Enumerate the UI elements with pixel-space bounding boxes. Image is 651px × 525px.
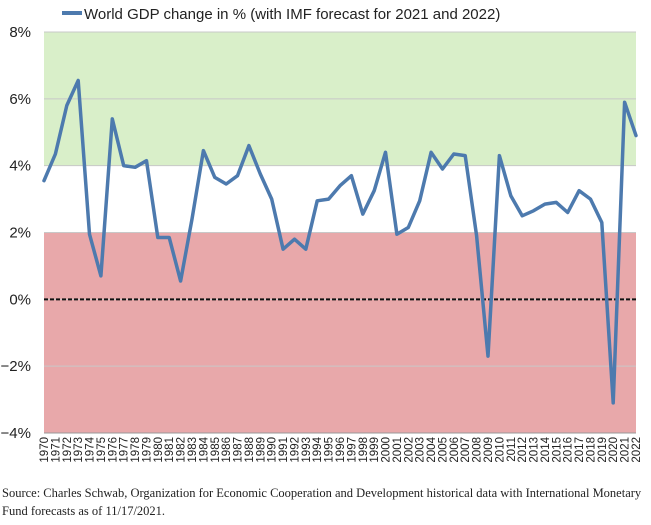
x-tick-label: 2019 [597,437,609,463]
x-tick-label: 2014 [540,436,552,462]
x-tick-label: 2001 [392,437,404,463]
x-tick-label: 1994 [312,436,324,462]
x-tick-label: 1983 [187,437,199,463]
x-tick-label: 1981 [164,437,176,463]
legend: World GDP change in % (with IMF forecast… [62,6,500,23]
x-tick-label: 2008 [472,437,484,463]
y-tick-label: 0% [9,291,31,308]
x-tick-label: 2016 [563,437,575,463]
low-growth-band [44,232,636,433]
x-tick-label: 2000 [381,437,393,463]
x-tick-label: 2017 [574,437,586,463]
x-tick-label: 1974 [85,436,97,462]
x-tick-label: 1970 [39,437,51,463]
y-axis-ticks: −4% −2% 0% 2% 4% 6% 8% [1,24,31,442]
x-tick-label: 2009 [483,437,495,463]
y-tick-label: 8% [9,24,31,41]
x-tick-label: 2013 [529,437,541,463]
x-tick-label: 1979 [141,437,153,463]
x-tick-label: 2006 [449,437,461,463]
x-tick-label: 1980 [153,437,165,463]
x-tick-label: 2004 [426,436,438,462]
x-tick-label: 2002 [403,437,415,463]
y-tick-label: −2% [1,358,31,375]
grid-lines [44,31,636,434]
x-tick-label: 2018 [585,437,597,463]
x-tick-label: 1997 [346,437,358,463]
x-tick-label: 1977 [119,437,131,463]
x-tick-label: 1999 [369,437,381,463]
x-tick-label: 2010 [494,437,506,463]
x-tick-label: 1989 [255,437,267,463]
x-axis-ticks: 1970 1971 1972 1973 1974 1975 1976 1977 1978 1979… [39,436,643,462]
x-tick-label: 1985 [210,437,222,463]
y-tick-label: 6% [9,91,31,108]
x-tick-label: 1975 [96,437,108,463]
x-tick-label: 1992 [289,437,301,463]
x-tick-label: 2015 [551,437,563,463]
x-tick-label: 2022 [631,437,643,463]
x-tick-label: 1986 [221,437,233,463]
x-tick-label: 1984 [198,436,210,462]
x-tick-label: 1987 [233,437,245,463]
series-line [42,78,638,405]
x-tick-label: 2003 [415,437,427,463]
series-group [42,78,638,405]
x-tick-label: 1988 [244,437,256,463]
x-tick-label: 2020 [608,437,620,463]
gdp-line-chart: −4%−2%0%2%4%6%8% 1970 1971 1972 1973 1974 197… [1,6,643,463]
x-tick-label: 1990 [267,437,279,463]
x-tick-label: 2012 [517,437,529,463]
x-tick-label: 1998 [358,437,370,463]
x-tick-label: 1995 [324,437,336,463]
x-tick-label: 1982 [176,437,188,463]
y-tick-label: 4% [9,158,31,175]
x-tick-label: 1972 [62,437,74,463]
y-tick-label: −4% [1,425,31,442]
source-note: Source: Charles Schwab, Organization for… [2,486,642,518]
x-tick-label: 1971 [50,437,62,463]
x-tick-label: 1976 [107,437,119,463]
x-tick-label: 1993 [301,437,313,463]
x-tick-label: 1973 [73,437,85,463]
x-tick-label: 1996 [335,437,347,463]
x-tick-label: 2011 [506,437,518,462]
x-tick-label: 1978 [130,437,142,463]
x-tick-label: 2007 [460,437,472,463]
legend-label: World GDP change in % (with IMF forecast… [84,6,500,23]
x-tick-label: 2005 [437,437,449,463]
x-tick-label: 2021 [620,437,632,463]
x-tick-label: 1991 [278,437,290,463]
y-tick-label: 2% [9,225,31,242]
